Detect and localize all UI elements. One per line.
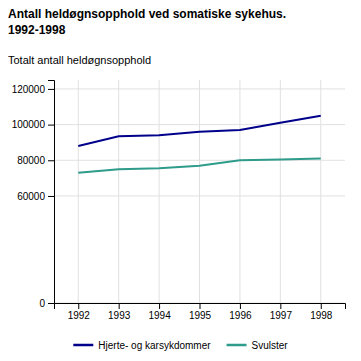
x-tick-label: 1992 (68, 310, 91, 321)
x-tick: 1996 (229, 303, 252, 321)
x-tick-mark (119, 303, 120, 309)
y-tick-label: 60000 (17, 191, 45, 202)
y-tick-mark (48, 196, 54, 197)
x-tick-mark (159, 303, 160, 309)
legend-item: Svulster (227, 340, 289, 351)
y-tick-label: 0 (39, 298, 45, 309)
plot-area (78, 116, 321, 173)
x-tick-mark (240, 303, 241, 309)
legend-item: Hjerte- og karsykdommer (73, 340, 211, 351)
x-tick-mark (200, 303, 201, 309)
series-line (78, 158, 321, 172)
y-tick: 120000 (12, 84, 54, 95)
x-tick: 1997 (270, 303, 293, 321)
y-tick: 80000 (17, 155, 54, 166)
x-tick-mark (78, 303, 79, 309)
x-tick-mark (280, 303, 281, 309)
x-tick-label: 1996 (229, 310, 252, 321)
grid (54, 80, 345, 303)
y-axis-line (48, 81, 55, 304)
legend-label: Svulster (252, 340, 289, 351)
y-tick: 100000 (12, 119, 54, 130)
y-tick-mark (48, 89, 54, 90)
x-tick-label: 1993 (108, 310, 131, 321)
x-grid-line (280, 80, 281, 303)
x-grid-line (159, 80, 160, 303)
x-axis-line (55, 304, 346, 310)
y-tick: 0 (39, 298, 54, 309)
x-grid-line (78, 80, 79, 303)
title: Antall heldøgnsopphold ved somatiske syk… (8, 7, 286, 21)
x-tick-label: 1994 (148, 310, 171, 321)
series-line (78, 116, 321, 146)
x-tick: 1993 (108, 303, 131, 321)
legend-swatch (73, 344, 93, 347)
y-tick-mark (48, 125, 54, 126)
x-axis: 1992 1993 1994 1995 1996 1997 1998 (55, 303, 346, 321)
x-grid-line (199, 80, 200, 303)
x-tick: 1994 (148, 303, 171, 321)
y-tick-label: 80000 (17, 155, 45, 166)
x-tick: 1998 (310, 303, 333, 321)
y-tick-label: 120000 (12, 84, 46, 95)
x-grid-line (118, 80, 119, 303)
subtitle: 1992-1998 (8, 23, 66, 37)
x-tick: 1992 (68, 303, 91, 321)
y-tick: 60000 (17, 191, 54, 202)
y-tick-mark (48, 160, 54, 161)
x-grid-line (320, 80, 321, 303)
y-tick-label: 100000 (12, 119, 46, 130)
chart: Antall heldøgnsopphold ved somatiske syk… (0, 0, 361, 361)
legend-swatch (227, 344, 247, 347)
y-axis: 0 60000 80000 100000 120000 (12, 81, 55, 309)
y-axis-title: Totalt antall heldøgnsopphold (8, 54, 151, 66)
legend: Hjerte- og karsykdommer Svulster (73, 340, 288, 351)
legend-label: Hjerte- og karsykdommer (98, 340, 211, 351)
x-tick-mark (321, 303, 322, 309)
x-grid-line (239, 80, 240, 303)
x-tick-label: 1998 (310, 310, 333, 321)
x-tick: 1995 (189, 303, 212, 321)
y-tick-mark (48, 303, 54, 304)
x-tick-label: 1997 (270, 310, 293, 321)
x-tick-label: 1995 (189, 310, 212, 321)
